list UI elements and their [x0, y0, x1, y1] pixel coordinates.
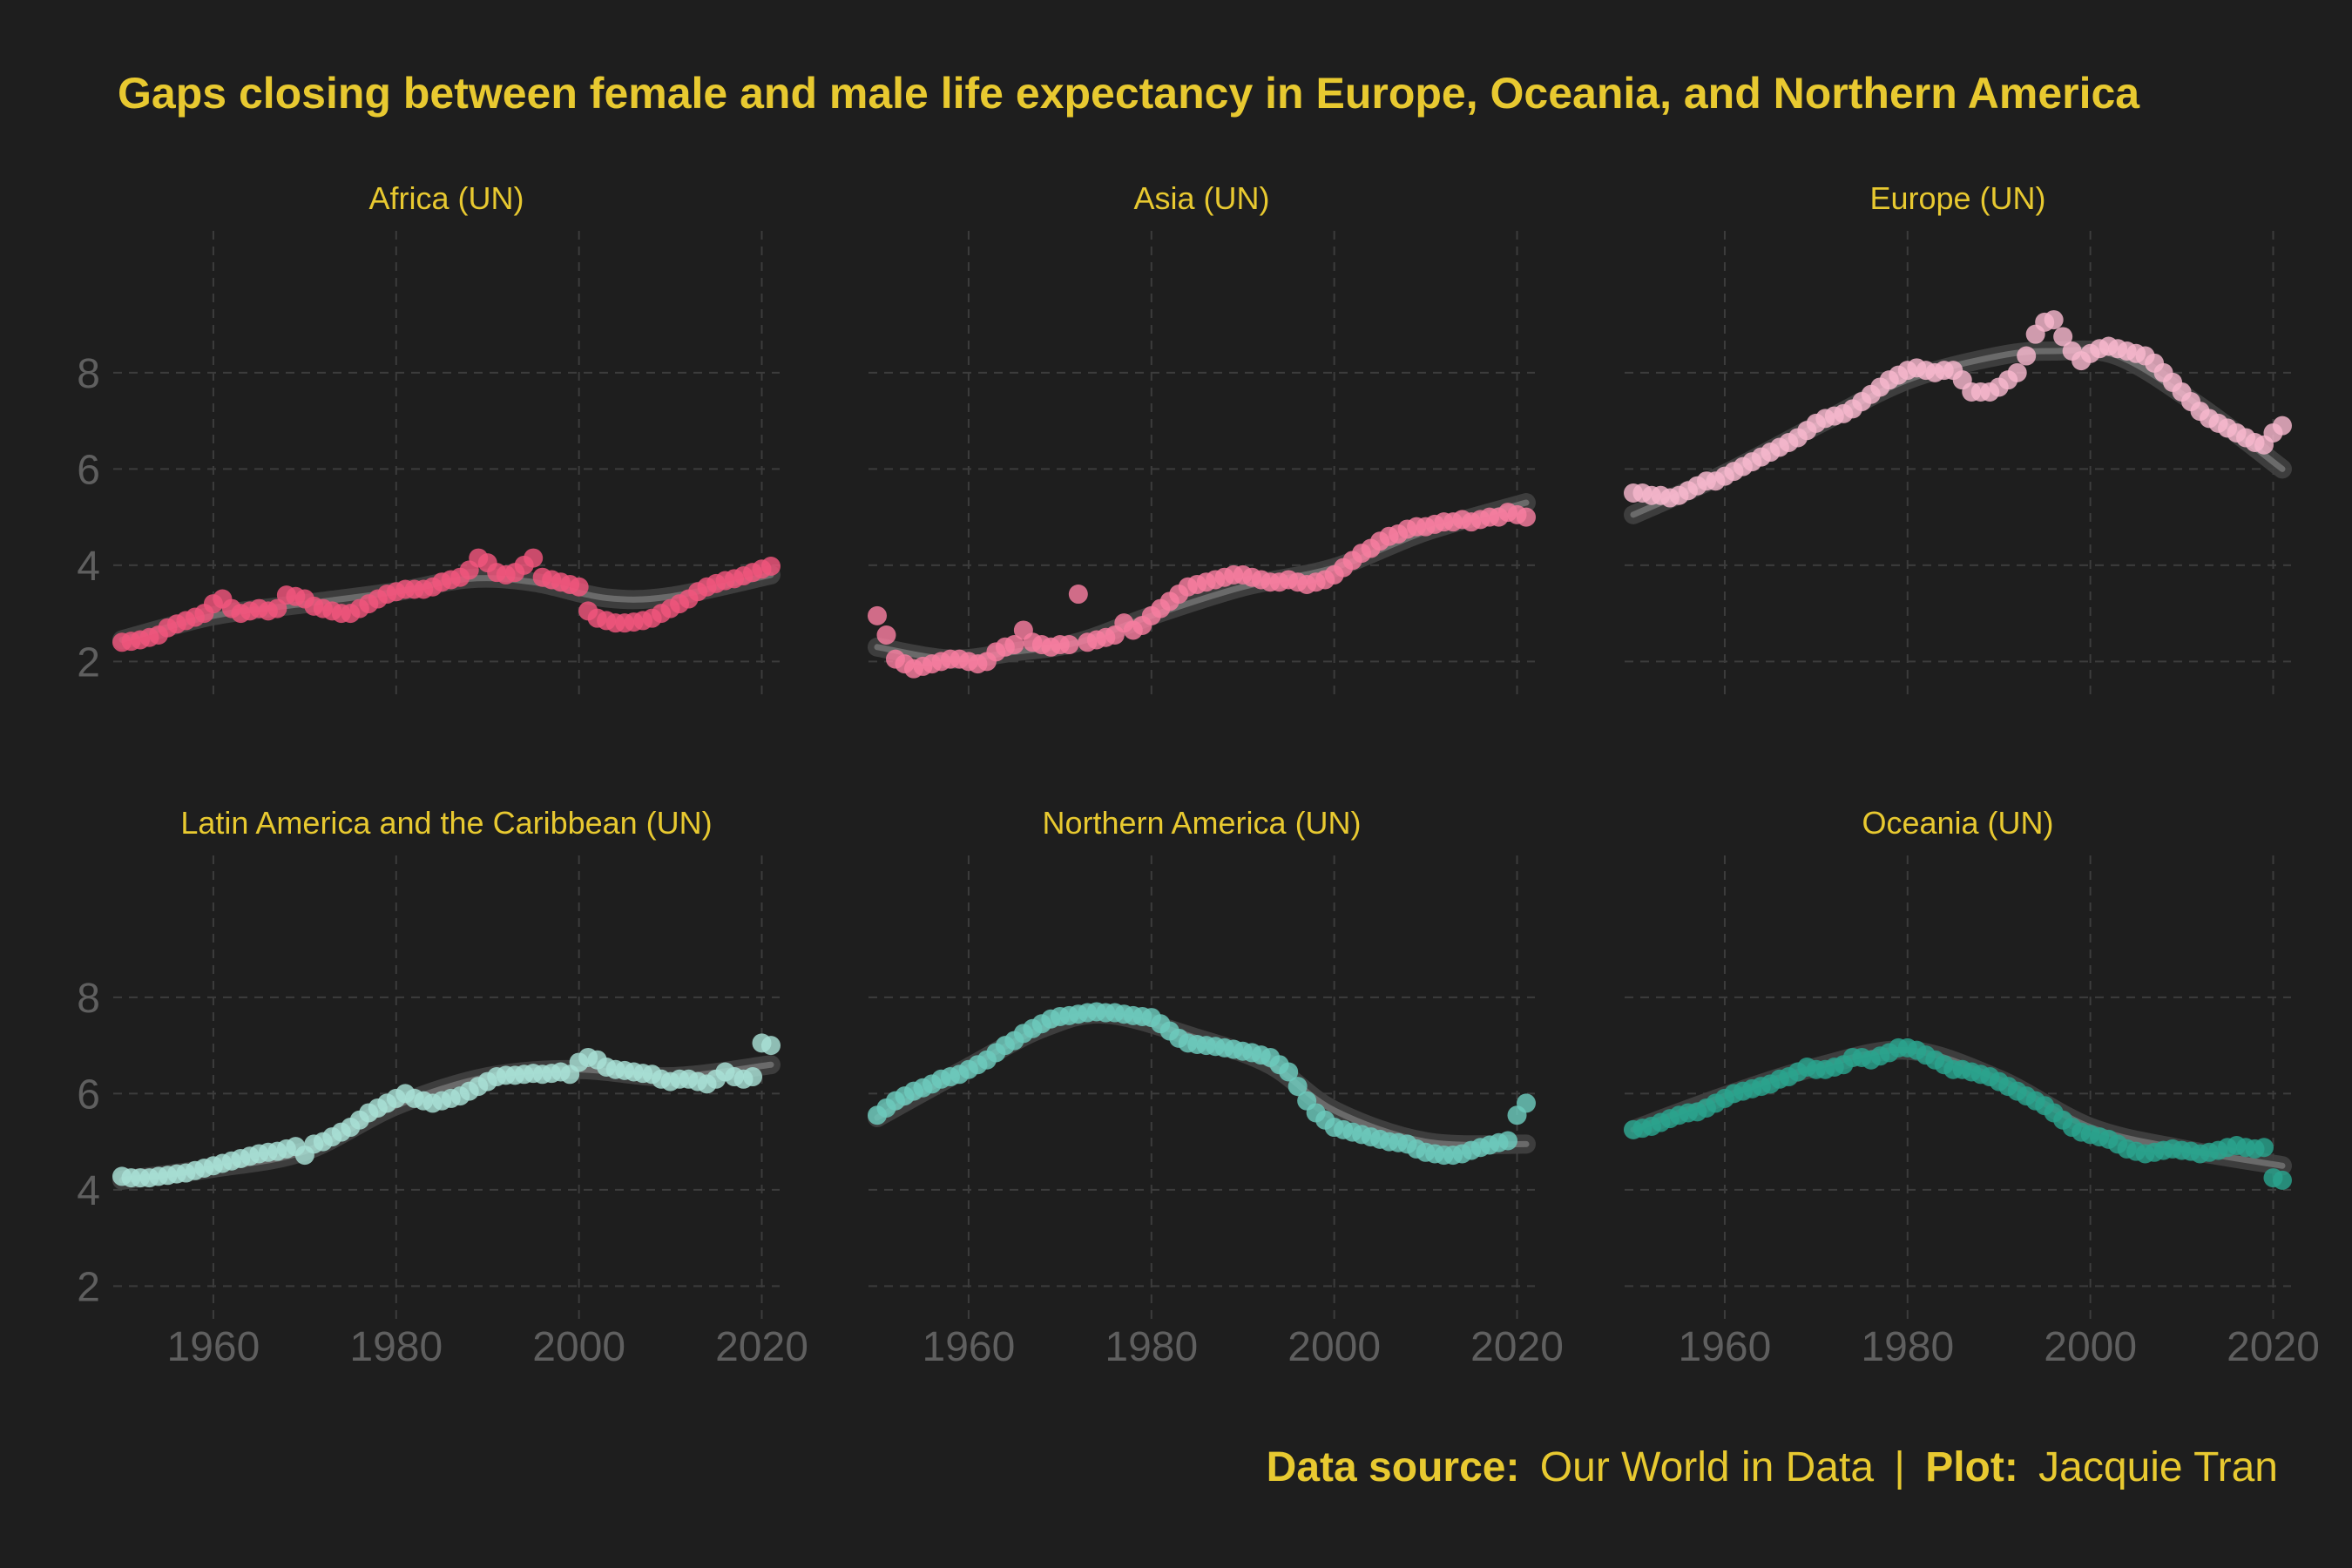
x-tick-label: 2020	[715, 1324, 808, 1370]
smooth-band	[868, 1004, 1536, 1155]
x-tick-label: 1980	[1861, 1324, 1954, 1370]
facet-panels: Africa (UN) 2 4 6 8 Asia (UN) Europe (UN) Latin…	[77, 180, 2320, 1370]
caption-plot-label: Plot:	[1925, 1444, 2018, 1490]
y-tick-label: 2	[77, 1264, 100, 1310]
y-tick-label: 8	[77, 976, 100, 1022]
x-tick-label: 1980	[349, 1324, 443, 1370]
caption-source-value: Our World in Data	[1540, 1444, 1875, 1490]
data-point	[569, 577, 589, 597]
chart-title: Gaps closing between female and male lif…	[118, 69, 2140, 118]
x-tick-label: 1960	[167, 1324, 260, 1370]
data-point	[1498, 1131, 1518, 1151]
x-tick-label: 2000	[2044, 1324, 2137, 1370]
data-point	[868, 605, 887, 625]
data-point	[1517, 507, 1536, 527]
caption-source-label: Data source:	[1267, 1444, 1520, 1490]
data-point	[1288, 1077, 1308, 1097]
caption: Data source: Our World in Data | Plot: J…	[1267, 1444, 2278, 1490]
data-point	[1517, 1093, 1536, 1113]
caption-separator: |	[1894, 1444, 1904, 1490]
facet-strip-label: Africa (UN)	[369, 180, 524, 216]
data-point	[2254, 1138, 2274, 1158]
facet-strip-label: Oceania (UN)	[1862, 805, 2053, 841]
x-tick-label: 2020	[2227, 1324, 2320, 1370]
x-tick-label: 2020	[1470, 1324, 1564, 1370]
data-point	[2273, 416, 2292, 436]
x-tick-label: 1960	[1679, 1324, 1772, 1370]
data-point	[761, 556, 781, 576]
data-point	[1059, 635, 1079, 655]
facet-strip-label: Latin America and the Caribbean (UN)	[180, 805, 712, 841]
data-point	[267, 598, 287, 618]
data-point	[1004, 635, 1024, 655]
y-tick-label: 4	[77, 1168, 100, 1214]
data-point	[761, 1036, 781, 1056]
data-point	[524, 548, 544, 568]
data-point	[876, 625, 896, 645]
y-tick-label: 2	[77, 639, 100, 686]
facet-4: Northern America (UN) 1960 1980 2000 2020	[868, 805, 1564, 1370]
data-point	[1068, 585, 1088, 605]
facet-strip-label: Northern America (UN)	[1042, 805, 1361, 841]
data-point	[743, 1067, 763, 1087]
facet-strip-label: Europe (UN)	[1869, 180, 2045, 216]
facet-5: Oceania (UN) 1960 1980 2000 2020	[1624, 805, 2320, 1370]
caption-plot-value: Jacquie Tran	[2038, 1444, 2278, 1490]
x-tick-label: 1980	[1105, 1324, 1198, 1370]
facet-0: Africa (UN) 2 4 6 8	[77, 180, 781, 694]
facet-strip-label: Asia (UN)	[1133, 180, 1269, 216]
facet-2: Europe (UN)	[1624, 180, 2292, 694]
facet-3: Latin America and the Caribbean (UN) 2 4 6 8…	[77, 805, 808, 1370]
y-tick-label: 8	[77, 351, 100, 397]
y-tick-label: 6	[77, 1071, 100, 1118]
data-point	[2273, 1170, 2292, 1190]
x-tick-label: 1960	[923, 1324, 1016, 1370]
data-point	[2007, 362, 2027, 382]
facet-1: Asia (UN)	[868, 180, 1536, 694]
data-point	[2053, 327, 2073, 347]
data-point	[2044, 310, 2064, 330]
x-tick-label: 2000	[532, 1324, 625, 1370]
x-tick-label: 2000	[1288, 1324, 1381, 1370]
y-tick-label: 6	[77, 447, 100, 493]
y-tick-label: 4	[77, 544, 100, 590]
data-point	[1279, 1062, 1299, 1082]
data-point	[2017, 346, 2037, 366]
